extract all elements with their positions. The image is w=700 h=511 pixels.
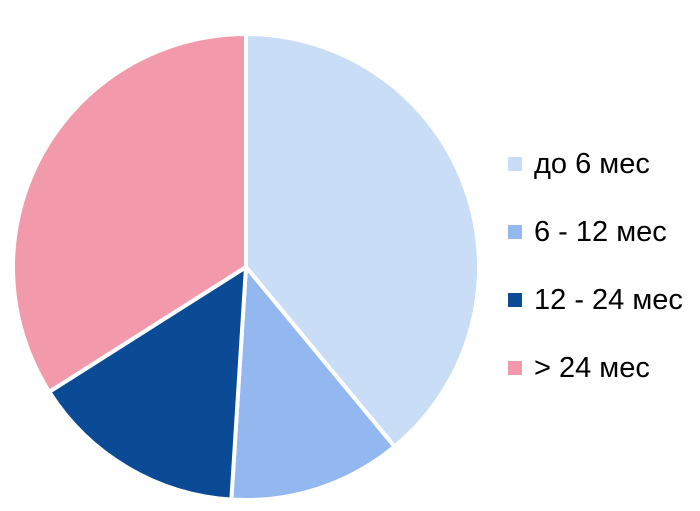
pie-slice-0 — [244, 32, 481, 449]
legend-item-0: до 6 мес — [508, 142, 683, 186]
pie-slice-3 — [11, 32, 248, 394]
legend-swatch-3 — [508, 361, 522, 375]
legend-item-1: 6 - 12 мес — [508, 210, 683, 254]
legend-item-2: 12 - 24 мес — [508, 278, 683, 322]
legend-swatch-2 — [508, 293, 522, 307]
legend-label-3: > 24 мес — [534, 351, 650, 384]
pie-slice-2 — [47, 265, 248, 502]
legend-label-2: 12 - 24 мес — [534, 283, 683, 316]
legend-label-0: до 6 мес — [534, 147, 650, 180]
legend-swatch-1 — [508, 225, 522, 239]
legend-label-1: 6 - 12 мес — [534, 215, 667, 248]
legend-swatch-0 — [508, 157, 522, 171]
legend: до 6 мес 6 - 12 мес 12 - 24 мес > 24 мес — [508, 142, 683, 414]
legend-item-3: > 24 мес — [508, 346, 683, 390]
pie-slices — [11, 32, 481, 502]
pie-slice-1 — [229, 265, 397, 502]
